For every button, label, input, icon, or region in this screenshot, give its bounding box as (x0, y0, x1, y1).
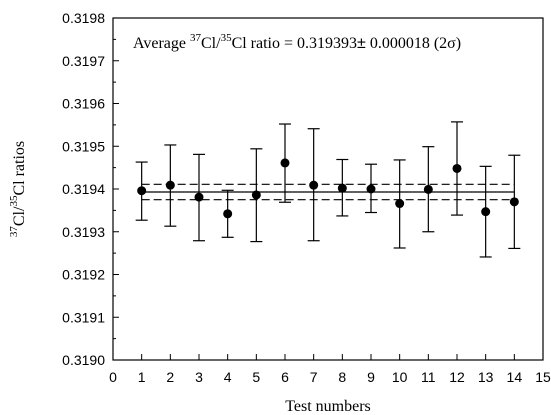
x-tick-label: 4 (224, 369, 232, 385)
data-point (223, 209, 233, 219)
y-tick-label: 0.3191 (62, 309, 105, 325)
y-tick-label: 0.3196 (62, 96, 105, 112)
data-point (165, 180, 175, 190)
x-tick-label: 0 (109, 369, 117, 385)
data-point (137, 186, 147, 196)
data-point (423, 184, 433, 194)
data-point (337, 183, 347, 193)
data-point (509, 197, 519, 207)
x-tick-label: 3 (195, 369, 203, 385)
x-tick-label: 15 (535, 369, 551, 385)
data-point (280, 158, 290, 168)
plot-frame (112, 17, 544, 361)
y-tick-label: 0.3193 (62, 224, 105, 240)
y-tick-label: 0.3190 (62, 352, 105, 368)
reference-lines (141, 183, 515, 201)
data-point (366, 184, 376, 194)
x-axis: 0 1 2 3 4 5 6 7 8 9 10 11 12 13 14 15 (109, 354, 551, 385)
y-tick-label: 0.3192 (62, 267, 105, 283)
y-tick-label: 0.3195 (62, 138, 105, 154)
x-tick-label: 13 (478, 369, 494, 385)
data-point (251, 190, 261, 200)
x-tick-label: 5 (252, 369, 260, 385)
data-point (309, 180, 319, 190)
y-axis: 0.3190 0.3191 0.3192 0.3193 0.3194 0.3195 0.31… (62, 10, 119, 368)
x-tick-label: 14 (507, 369, 523, 385)
x-tick-label: 12 (449, 369, 465, 385)
data-point (194, 192, 204, 202)
y-axis-title: 37Cl/35Cl ratios (8, 141, 28, 237)
x-axis-title: Test numbers (285, 398, 371, 415)
x-tick-label: 10 (392, 369, 408, 385)
y-tick-label: 0.3194 (62, 181, 105, 197)
x-tick-label: 2 (166, 369, 174, 385)
x-tick-label: 1 (138, 369, 146, 385)
x-tick-label: 9 (367, 369, 375, 385)
data-point (481, 207, 491, 217)
data-point (395, 199, 405, 209)
y-tick-label: 0.3197 (62, 53, 105, 69)
data-series (135, 121, 521, 258)
x-tick-label: 6 (281, 369, 289, 385)
average-annotation: Average 37Cl/35Cl ratio = 0.319393± 0.00… (133, 32, 461, 52)
data-point (452, 163, 462, 173)
x-tick-label: 7 (310, 369, 318, 385)
x-tick-label: 8 (338, 369, 346, 385)
y-tick-label: 0.3198 (62, 10, 105, 26)
x-tick-label: 11 (421, 369, 436, 385)
